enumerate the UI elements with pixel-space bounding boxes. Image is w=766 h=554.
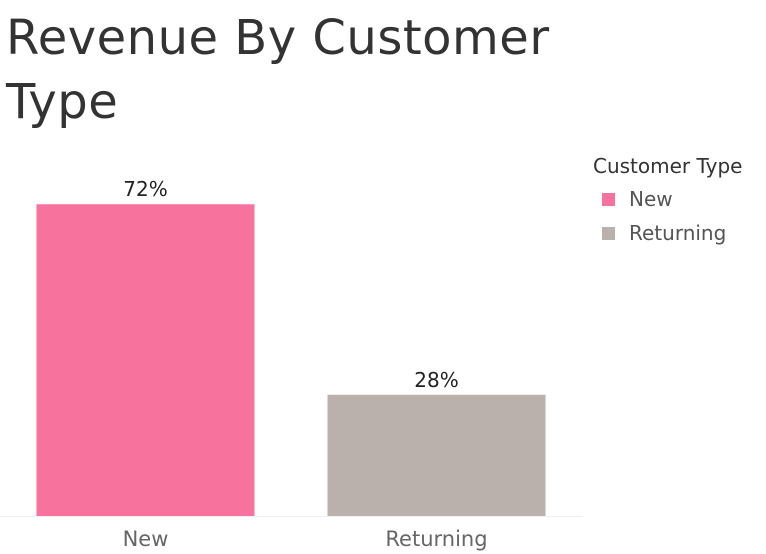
legend-title: Customer Type: [593, 154, 743, 178]
legend: Customer Type New Returning: [593, 150, 763, 250]
legend-swatch-returning: [602, 226, 615, 240]
chart-title: Revenue By Customer Type: [6, 10, 550, 130]
bar-chart: 72% 28% New Returning: [0, 177, 583, 551]
bar-new[interactable]: [36, 204, 255, 517]
legend-label-returning: Returning: [629, 221, 727, 245]
x-tick-label-new: New: [123, 527, 169, 551]
x-tick-label-returning: Returning: [385, 527, 487, 551]
bar-returning[interactable]: [327, 394, 546, 516]
legend-item-returning[interactable]: Returning: [593, 216, 763, 250]
bar-value-label-returning: 28%: [414, 368, 458, 392]
bar-value-label-new: 72%: [123, 177, 167, 201]
legend-label-new: New: [629, 187, 673, 211]
legend-swatch-new: [602, 192, 615, 206]
legend-item-new[interactable]: New: [593, 182, 763, 216]
